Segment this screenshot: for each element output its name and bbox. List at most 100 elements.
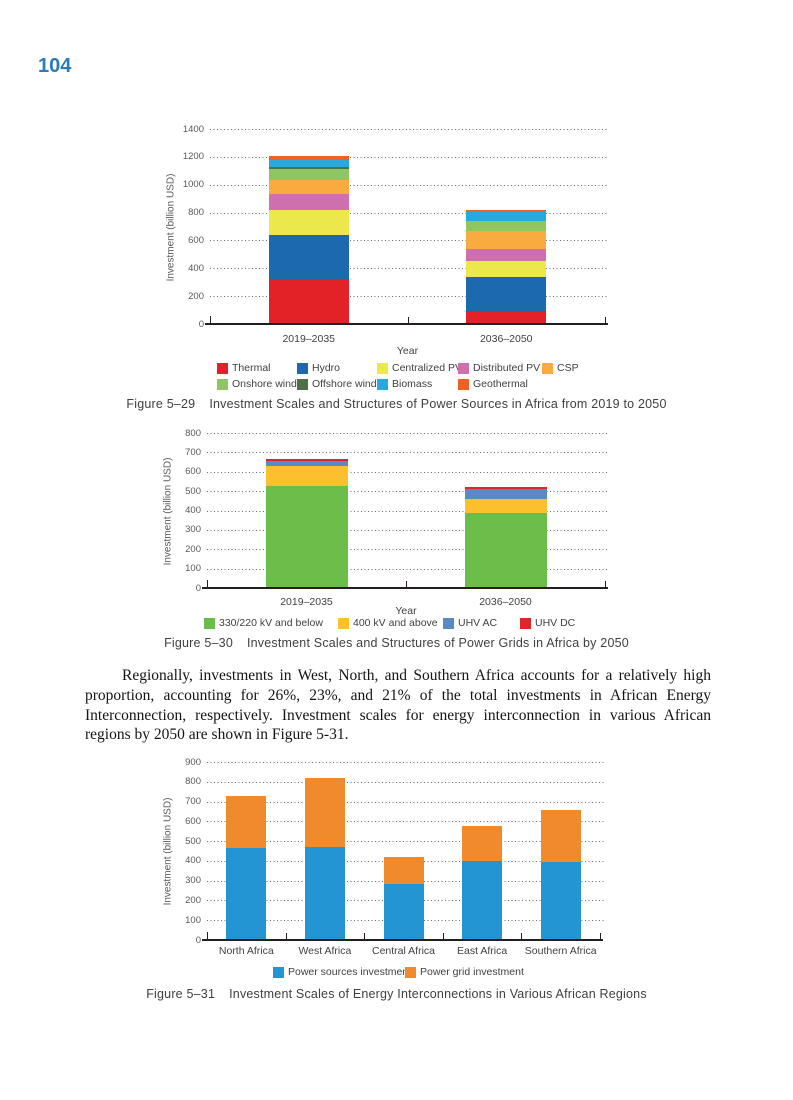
figure-caption-title: Investment Scales of Energy Interconnect… <box>229 987 647 1001</box>
y-axis-tick-label: 200 <box>185 543 201 555</box>
y-axis-tick-label: 300 <box>185 524 201 536</box>
bar-segment-uhv-dc <box>265 458 348 461</box>
y-axis-stub <box>207 580 208 588</box>
x-axis-tick <box>442 933 444 939</box>
y-axis-tick-label: 0 <box>195 582 201 594</box>
legend-item-uhv-ac: UHV AC <box>443 617 497 629</box>
bar-segment-geothermal <box>466 209 547 212</box>
bar-segment-power-sources-investment <box>304 847 345 940</box>
x-axis-tick <box>364 933 366 939</box>
legend-swatch-thermal <box>217 362 228 374</box>
y-axis-tick-label: 800 <box>188 207 204 219</box>
x-axis-line <box>202 587 608 589</box>
legend-item-biomass: Biomass <box>377 378 432 390</box>
gridline <box>207 568 609 570</box>
x-category-label: North Africa <box>218 945 274 957</box>
y-axis-tick-label: 700 <box>185 446 201 458</box>
gridline <box>210 129 609 130</box>
bar-segment-power-sources-investment <box>540 861 581 940</box>
legend-label: UHV DC <box>535 617 576 629</box>
legend-item-400-kv-and-above: 400 kV and above <box>338 617 438 629</box>
gridline <box>207 801 604 803</box>
x-axis-line <box>202 939 603 941</box>
y-axis-stub <box>210 316 211 324</box>
legend-swatch-power-grid-investment <box>405 966 416 978</box>
figure-caption-label: Figure 5–29 <box>126 397 196 411</box>
y-axis-tick-label: 200 <box>185 894 201 906</box>
figure-caption-label: Figure 5–31 <box>146 987 216 1001</box>
y-axis-tick-label: 400 <box>188 262 204 274</box>
gridline <box>207 821 604 823</box>
x-axis-tick <box>285 933 287 939</box>
legend-label: Power sources investment <box>288 966 412 978</box>
y-axis-tick-label: 500 <box>185 485 201 497</box>
plot-area-fig-5-29: 0 200 400 600 800 1000 1200 1400 Investment (bil… <box>150 118 670 420</box>
x-axis-tick <box>406 581 407 587</box>
gridline <box>207 491 609 493</box>
figure-caption: Figure 5–29 Investment Scales and Structu… <box>0 397 793 411</box>
bar-segment-offshore-wind <box>268 167 349 169</box>
body-paragraph: Regionally, investments in West, North, … <box>85 667 711 744</box>
legend-label: Centralized PV <box>392 362 463 374</box>
x-category-label: 2019–2035 <box>282 333 336 345</box>
gridline <box>207 452 609 454</box>
bar-segment-power-grid-investment <box>226 795 267 849</box>
bar-segment-power-sources-investment <box>226 848 267 940</box>
bar-segment-400-kv-and-above <box>464 498 547 513</box>
x-axis-title: Year <box>395 605 417 617</box>
figure-caption-title: Investment Scales and Structures of Powe… <box>246 636 629 650</box>
y-axis-tick-label: 400 <box>185 855 201 867</box>
gridline <box>210 296 609 298</box>
x-axis-tick <box>605 581 606 587</box>
x-category-label: 2036–2050 <box>479 596 532 608</box>
legend-label: 330/220 kV and below <box>219 617 323 629</box>
x-axis-title: Year <box>396 345 419 357</box>
legend-item-thermal: Thermal <box>217 362 271 374</box>
legend-label: UHV AC <box>458 617 498 629</box>
y-axis-tick-label: 600 <box>185 815 201 827</box>
bar-segment-uhv-ac <box>265 460 348 467</box>
y-axis-tick-label: 800 <box>185 427 201 439</box>
legend-item-onshore-wind: Onshore wind <box>217 378 297 390</box>
gridline <box>210 212 609 214</box>
x-category-label: Southern Africa <box>524 945 597 957</box>
gridline <box>207 841 604 843</box>
legend-item-geothermal: Geothermal <box>458 378 528 390</box>
legend-label: Offshore wind <box>312 378 377 390</box>
y-axis-tick-label: 800 <box>185 776 201 788</box>
chart-figure-5-30: 0 100 200 300 400 500 600 700 800 Investment (bil… <box>150 425 670 657</box>
legend-label: Hydro <box>312 362 341 374</box>
figure-caption: Figure 5–31 Investment Scales of Energy I… <box>0 987 793 1001</box>
plot-area-fig-5-30: 0 100 200 300 400 500 600 700 800 Investment (bil… <box>150 425 670 657</box>
legend-item-hydro: Hydro <box>297 362 340 374</box>
x-axis-tick <box>605 317 606 323</box>
y-axis-tick-label: 900 <box>185 756 201 768</box>
bar-segment-biomass <box>466 211 547 221</box>
legend-label: Geothermal <box>473 378 528 390</box>
legend-item-offshore-wind: Offshore wind <box>297 378 377 390</box>
y-axis-tick-label: 0 <box>195 934 201 946</box>
gridline <box>210 184 609 186</box>
y-axis-tick-label: 600 <box>185 466 201 478</box>
legend-label: CSP <box>557 362 579 374</box>
gridline <box>207 510 609 512</box>
bar-segment-centralized-pv <box>268 209 349 235</box>
bar-segment-thermal <box>466 310 547 324</box>
bar-segment-power-grid-investment <box>383 857 424 885</box>
figure-caption: Figure 5–30 Investment Scales and Structu… <box>0 636 793 650</box>
bar-segment-biomass <box>268 160 349 168</box>
chart-figure-5-29: 0 200 400 600 800 1000 1200 1400 Investment (bil… <box>126 118 670 420</box>
legend-swatch-csp <box>542 362 553 374</box>
legend-swatch-biomass <box>377 378 388 390</box>
figure-caption-label: Figure 5–30 <box>164 636 233 650</box>
bar-segment-distributed-pv <box>466 249 547 261</box>
legend-label: 400 kV and above <box>353 617 438 629</box>
gridline <box>207 529 609 531</box>
legend-item-centralized-pv: Centralized PV <box>377 362 462 374</box>
y-axis-title: Investment (billion USD) <box>162 797 174 906</box>
legend-label: Onshore wind <box>232 378 297 390</box>
legend-swatch-hydro <box>297 362 308 374</box>
x-category-label: 2019–2035 <box>280 596 333 608</box>
y-axis-title: Investment (billion USD) <box>165 173 177 281</box>
x-axis-tick <box>407 317 409 323</box>
